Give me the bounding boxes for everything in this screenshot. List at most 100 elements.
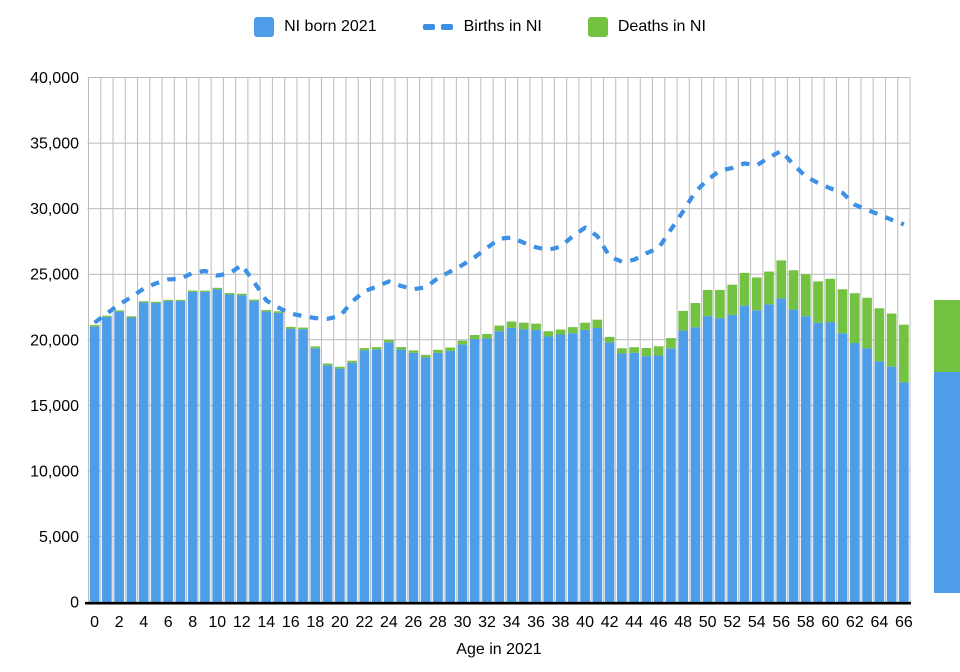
legend-item-ni-born: NI born 2021: [254, 17, 377, 37]
bar-ni-born: [629, 352, 639, 602]
births-dashed-line-icon: [422, 24, 454, 30]
bar-ni-born: [604, 342, 615, 602]
bar-deaths: [849, 293, 860, 344]
bar-deaths: [151, 301, 161, 304]
bar-deaths: [678, 310, 688, 331]
bar-deaths: [813, 281, 823, 323]
bar-deaths: [702, 289, 713, 317]
bar-ni-born: [788, 309, 799, 602]
bar-ni-born: [653, 355, 664, 602]
bar-ni-born: [813, 322, 823, 602]
bar-deaths: [653, 346, 664, 356]
bar-deaths: [187, 290, 198, 292]
bar-ni-born: [800, 316, 811, 602]
x-tick-label: 30: [454, 614, 472, 631]
adjacent-chart-partial-bar: [934, 300, 960, 593]
bar-deaths: [518, 322, 529, 330]
x-tick-label: 26: [405, 614, 423, 631]
bar-deaths: [617, 348, 627, 354]
bar-deaths: [727, 284, 738, 315]
legend-item-births: Births in NI: [422, 18, 542, 36]
bar-deaths: [126, 316, 137, 318]
bar-deaths: [899, 324, 909, 383]
x-tick-label: 10: [208, 614, 226, 631]
y-tick-label: 35,000: [30, 136, 79, 153]
bar-deaths: [102, 315, 112, 317]
legend-label-deaths: Deaths in NI: [617, 18, 706, 35]
bar-ni-born: [445, 350, 456, 602]
x-tick-label: 16: [282, 614, 300, 631]
bar-ni-born: [371, 349, 382, 602]
bar-deaths: [273, 311, 284, 313]
x-tick-label: 28: [429, 614, 447, 631]
x-tick-label: 58: [797, 614, 815, 631]
bar-deaths: [469, 335, 480, 340]
bar-ni-born: [151, 303, 161, 602]
x-tick-label: 12: [233, 614, 251, 631]
bar-ni-born: [396, 349, 406, 602]
bar-deaths: [825, 278, 836, 323]
x-tick-label: 0: [90, 614, 99, 631]
bar-ni-born: [886, 366, 897, 602]
bar-ni-born: [555, 334, 566, 602]
bar-ni-born: [285, 328, 296, 602]
x-tick-label: 40: [576, 614, 594, 631]
bar-deaths: [715, 289, 725, 319]
y-tick-label: 40,000: [30, 70, 79, 87]
bar-deaths: [212, 287, 223, 290]
x-tick-label: 44: [625, 614, 643, 631]
bar-deaths: [764, 271, 774, 305]
bar-deaths: [310, 346, 321, 349]
bar-deaths: [114, 310, 124, 312]
bar-deaths: [396, 347, 406, 350]
bar-deaths: [249, 299, 259, 302]
bar-ni-born: [727, 314, 738, 602]
bar-ni-born: [494, 331, 505, 602]
y-tick-label: 25,000: [30, 267, 79, 284]
bar-ni-born: [408, 352, 419, 602]
deaths-swatch-icon: [587, 17, 608, 37]
bar-ni-born: [849, 343, 860, 602]
bar-deaths: [629, 347, 639, 353]
bar-ni-born: [874, 361, 885, 602]
bar-ni-born: [322, 365, 333, 602]
x-tick-label: 34: [503, 614, 521, 631]
bar-deaths: [347, 360, 357, 363]
bar-deaths: [445, 347, 456, 351]
bar-deaths: [666, 338, 676, 349]
bar-deaths: [433, 349, 443, 353]
bar-deaths: [163, 299, 174, 302]
bar-ni-born: [641, 356, 652, 602]
legend: NI born 2021 Births in NI Deaths in NI: [0, 17, 960, 37]
ni-born-swatch-icon: [254, 17, 275, 37]
bar-ni-born: [384, 342, 394, 602]
bar-deaths: [384, 339, 394, 343]
x-tick-label: 56: [772, 614, 790, 631]
bar-ni-born: [433, 352, 443, 602]
bar-deaths: [531, 323, 541, 330]
bar-ni-born: [482, 338, 492, 602]
bar-ni-born: [298, 329, 308, 602]
bar-ni-born: [469, 339, 480, 602]
bar-ni-born: [567, 333, 578, 602]
x-tick-label: 64: [870, 614, 888, 631]
x-tick-label: 60: [821, 614, 839, 631]
bar-deaths: [739, 272, 750, 306]
bar-deaths: [322, 363, 333, 366]
x-tick-label: 20: [331, 614, 349, 631]
x-tick-label: 62: [846, 614, 864, 631]
x-tick-label: 36: [527, 614, 545, 631]
bar-ni-born: [518, 329, 529, 602]
bar-ni-born: [457, 344, 468, 602]
bar-deaths: [788, 270, 799, 310]
bar-deaths: [567, 327, 578, 334]
bar-ni-born: [715, 318, 725, 602]
bar-ni-born: [825, 322, 836, 602]
bar-deaths: [604, 336, 615, 343]
bar-deaths: [335, 366, 345, 369]
adjacent-bar-blue-segment: [934, 372, 960, 593]
bar-ni-born: [359, 350, 370, 602]
x-tick-label: 38: [552, 614, 570, 631]
y-tick-label: 20,000: [30, 332, 79, 349]
